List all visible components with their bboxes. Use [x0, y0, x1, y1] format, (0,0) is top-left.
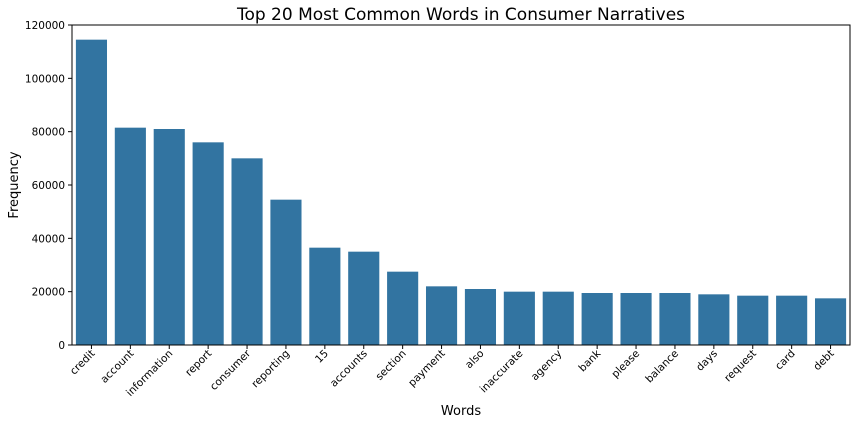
bar-days: [698, 294, 730, 345]
y-axis: 0 20000 40000 60000 80000 100000 120000: [25, 20, 72, 352]
x-tick-label: days: [694, 348, 720, 374]
x-tick-label: accounts: [328, 348, 370, 390]
x-tick-label: debt: [811, 348, 836, 373]
x-tick-label: consumer: [208, 347, 254, 393]
bar-card: [776, 295, 808, 345]
bar-accounts: [348, 251, 380, 345]
x-tick-label: balance: [643, 348, 681, 386]
plot-frame: [71, 24, 851, 346]
bar-request: [737, 295, 769, 345]
y-tick-label: 80000: [32, 127, 65, 139]
x-tick-label: also: [463, 348, 487, 372]
x-tick-label: request: [722, 348, 759, 385]
y-tick-label: 20000: [32, 287, 65, 299]
bar-account: [114, 127, 146, 345]
bar-balance: [659, 293, 691, 345]
y-axis-label: Frequency: [7, 151, 22, 218]
bar-15: [309, 247, 341, 345]
x-tick-label: credit: [68, 348, 98, 378]
x-tick-label: report: [183, 348, 214, 379]
x-tick-label: 15: [313, 348, 331, 366]
y-tick-label: 0: [58, 340, 65, 352]
y-tick-label: 60000: [32, 180, 65, 192]
bar-also: [464, 289, 497, 345]
x-tick-label: card: [773, 348, 798, 373]
bar-agency: [542, 291, 574, 345]
bar-bank: [581, 293, 613, 345]
bar-debt: [814, 298, 847, 345]
x-tick-label: section: [374, 348, 409, 383]
bar-payment: [425, 286, 458, 345]
y-tick-label: 120000: [25, 20, 65, 32]
bar-consumer: [231, 158, 263, 345]
y-tick-label: 100000: [25, 73, 65, 85]
x-tick-label: bank: [577, 347, 604, 374]
bar-inaccurate: [503, 291, 535, 345]
x-tick-label: account: [98, 348, 136, 386]
bar-reporting: [270, 199, 302, 345]
bars-group: [75, 39, 847, 346]
x-tick-label: agency: [529, 348, 564, 383]
x-tick-label: please: [609, 348, 642, 381]
chart-title: Top 20 Most Common Words in Consumer Nar…: [236, 5, 685, 25]
x-axis-label: Words: [441, 404, 481, 419]
bar-section: [387, 271, 419, 345]
x-tick-label: reporting: [249, 348, 292, 391]
bar-please: [620, 293, 652, 345]
x-tick-label: payment: [406, 348, 448, 390]
bar-credit: [75, 39, 108, 346]
bar-report: [192, 142, 224, 345]
bar-information: [153, 129, 185, 345]
y-tick-label: 40000: [32, 233, 65, 245]
